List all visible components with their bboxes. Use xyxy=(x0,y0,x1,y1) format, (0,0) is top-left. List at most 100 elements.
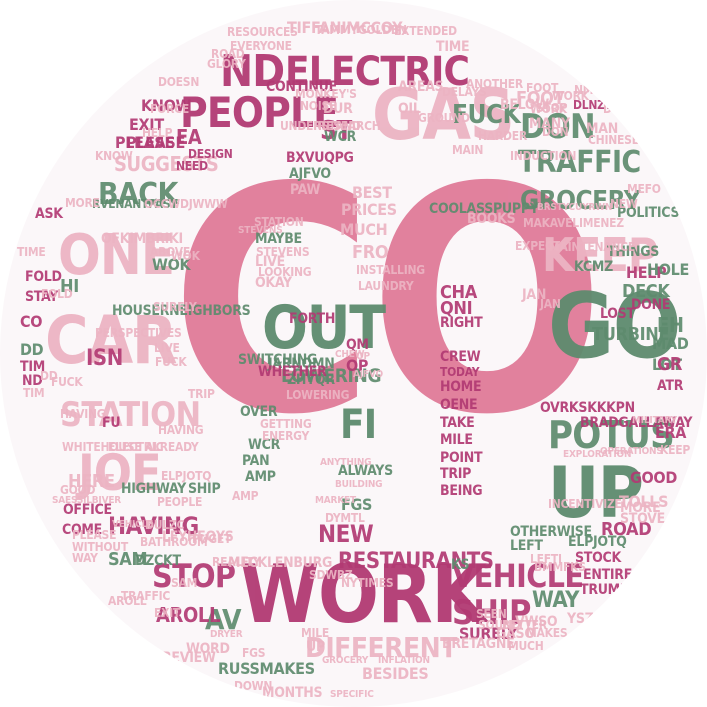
cloud-word: ND xyxy=(22,373,43,389)
cloud-word: MILE xyxy=(301,626,330,640)
cloud-word: TIFFANIMCCOY xyxy=(287,18,403,37)
cloud-word: AROLL xyxy=(108,594,147,608)
cloud-word: LOOKING xyxy=(258,265,312,279)
cloud-word: ERA xyxy=(655,423,687,442)
cloud-word: BESIDES xyxy=(362,664,429,683)
cloud-word: JAN xyxy=(540,297,561,311)
cloud-word: INFLATION xyxy=(378,655,430,666)
cloud-word: EXPLORATION xyxy=(563,449,632,460)
cloud-word: AJFVO xyxy=(353,369,383,380)
cloud-word: JOE xyxy=(78,444,162,502)
cloud-word: WCR xyxy=(324,129,356,145)
cloud-word: LAUNDRY xyxy=(358,279,414,293)
cloud-word: AMP xyxy=(232,489,259,503)
cloud-word: DESIGN xyxy=(232,694,270,705)
cloud-word: PEOPLE xyxy=(180,88,339,137)
cloud-word: OP xyxy=(346,356,369,375)
cloud-word: CAR xyxy=(45,302,178,379)
cloud-word: OUT xyxy=(262,293,386,363)
cloud-word: DON xyxy=(542,125,569,139)
cloud-word: KNOW xyxy=(141,96,192,115)
cloud-word: MONTHS xyxy=(262,685,323,701)
cloud-word: CO xyxy=(170,122,606,483)
cloud-word: MILITARY xyxy=(632,415,677,426)
cloud-word: EXTENDED xyxy=(394,24,457,38)
cloud-word: MUCH xyxy=(340,220,388,239)
cloud-word: MECKLENBURG xyxy=(228,555,333,571)
cloud-word: KCMZ xyxy=(574,259,613,275)
cloud-word: SOUND xyxy=(478,618,521,632)
cloud-word: DIFFERENT xyxy=(305,631,457,664)
cloud-word: DOWN xyxy=(234,679,273,693)
cloud-word: AMP xyxy=(245,469,276,485)
cloud-word: AJFVO xyxy=(289,166,331,182)
cloud-word: FUCK xyxy=(452,100,521,130)
cloud-word: TAMMYGOLDEN xyxy=(315,23,407,37)
cloud-word: AREAS xyxy=(398,79,444,95)
cloud-word: PLEASE xyxy=(115,133,174,152)
cloud-word: ST xyxy=(320,116,352,146)
cloud-word: RESOURCES xyxy=(227,25,298,39)
cloud-word: HIGHWAY xyxy=(121,481,186,497)
cloud-word: ENTIRE xyxy=(583,567,633,583)
cloud-word: MORE xyxy=(620,500,661,516)
cloud-word: LFYHFQYS xyxy=(162,529,234,545)
cloud-word: BRADGALLAWAY xyxy=(580,415,693,431)
cloud-word: NYTIMES xyxy=(341,576,394,590)
cloud-word: POLITICS xyxy=(617,205,680,221)
cloud-word: WHETHER xyxy=(258,364,327,380)
cloud-word: VWSO xyxy=(515,614,558,630)
cloud-word: BACK xyxy=(98,177,178,212)
cloud-word: ELPJOTQ xyxy=(568,534,627,550)
cloud-word: FORCE xyxy=(150,102,189,116)
cloud-word: DULZC xyxy=(145,518,185,532)
cloud-word: RUSSMAKES xyxy=(218,659,315,678)
cloud-word: BOOKS xyxy=(467,211,516,227)
cloud-word: MANY xyxy=(529,116,570,132)
cloud-word: BELOW xyxy=(500,97,549,113)
cloud-word: LOT xyxy=(652,355,682,374)
cloud-word: OIL xyxy=(398,101,421,117)
cloud-word: ROAD xyxy=(601,519,652,540)
cloud-word: THINGS xyxy=(607,244,660,260)
cloud-word: REALITY xyxy=(212,555,261,569)
cloud-word: AROLL xyxy=(156,603,221,627)
cloud-word: OPERATIONS xyxy=(600,446,663,457)
cloud-word: OCCWDJWWW xyxy=(144,197,228,211)
cloud-word: POTUS xyxy=(548,413,675,457)
cloud-word: TODAY xyxy=(440,365,480,379)
cloud-word: SHIP xyxy=(188,481,221,497)
cloud-word: EH xyxy=(657,313,684,337)
cloud-word: OFFICE xyxy=(63,502,112,518)
cloud-word: INSTALLING xyxy=(356,263,425,277)
cloud-word: EXPECT xyxy=(515,239,560,253)
cloud-word: MILE xyxy=(440,432,473,448)
cloud-word: RVENANTPAST xyxy=(92,197,178,211)
cloud-word: TURBINE xyxy=(592,324,670,345)
cloud-word: DONE xyxy=(631,297,671,313)
cloud-word: OP xyxy=(356,351,370,362)
cloud-word: MORE xyxy=(65,196,100,210)
cloud-word: FU xyxy=(102,415,121,431)
cloud-word: WOK xyxy=(152,255,191,274)
cloud-word: ATR xyxy=(657,378,684,394)
cloud-word: QNI xyxy=(440,298,473,319)
cloud-word: SUGGESTS xyxy=(114,152,219,176)
cloud-word: NEW xyxy=(610,197,638,211)
cloud-word: LOWERING xyxy=(281,365,382,387)
cloud-word: EA xyxy=(176,125,202,149)
cloud-word: TIME xyxy=(436,39,470,55)
cloud-word: FOLD xyxy=(25,269,62,285)
cloud-word: MAKAVELIMENEZ xyxy=(523,216,624,230)
cloud-word: KNOW xyxy=(95,149,133,163)
cloud-word: PLEASE xyxy=(72,528,117,542)
cloud-word: ANOTHER xyxy=(466,77,523,91)
cloud-word: GR xyxy=(657,354,683,375)
cloud-word: CHEW xyxy=(335,349,365,360)
cloud-word: QM xyxy=(346,337,369,353)
cloud-word: TIME xyxy=(17,245,46,259)
cloud-word: SURELY xyxy=(459,624,518,643)
cloud-word: INDUCTION xyxy=(510,149,577,163)
cloud-word: BATHROOM xyxy=(140,535,208,549)
cloud-word: SAM xyxy=(108,549,148,570)
